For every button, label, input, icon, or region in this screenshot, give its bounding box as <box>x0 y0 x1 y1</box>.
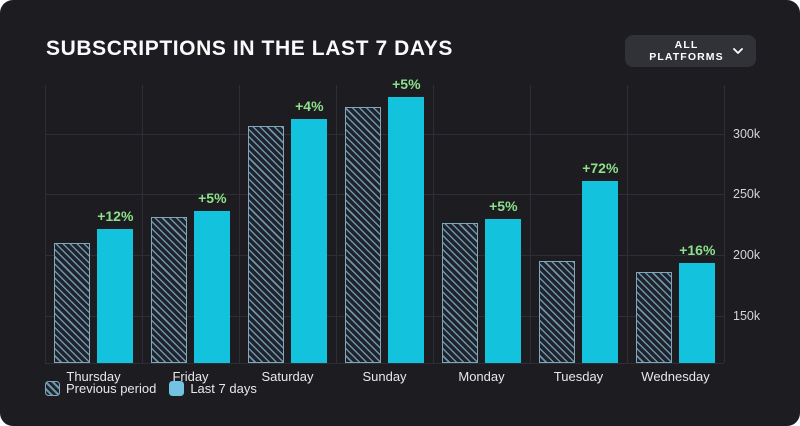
change-percent-label: +5% <box>198 190 227 207</box>
gridline-vertical <box>239 85 240 363</box>
legend-label-previous-period: Previous period <box>66 381 157 396</box>
x-axis-day-label: Friday <box>172 369 209 384</box>
platform-filter-dropdown[interactable]: ALL PLATFORMS <box>625 35 756 67</box>
gridline-vertical <box>142 85 143 363</box>
solid-square-icon <box>169 381 185 396</box>
change-percent-label: +72% <box>582 159 619 176</box>
y-axis-tick-label: 200k <box>733 247 761 262</box>
gridline-vertical <box>45 85 46 363</box>
change-percent-label: +12% <box>97 208 134 225</box>
bar-previous-period[interactable] <box>538 261 575 363</box>
gridline-horizontal <box>45 315 724 317</box>
x-axis-day-label: Thursday <box>66 369 121 384</box>
bar-previous-period[interactable] <box>247 126 284 363</box>
chevron-down-icon <box>733 48 743 54</box>
gridline-horizontal <box>45 254 724 256</box>
change-percent-label: +4% <box>295 98 324 114</box>
legend: Previous period Last 7 days <box>45 381 257 396</box>
change-percent-label: +16% <box>679 242 716 259</box>
legend-item-previous-period: Previous period <box>45 381 156 396</box>
gridline-vertical <box>433 85 434 363</box>
change-percent-label: +5% <box>392 76 421 93</box>
legend-item-last-7-days: Last 7 days <box>169 381 257 396</box>
bar-group: +12% Thursday <box>45 85 142 384</box>
bar-group: +72% Tuesday <box>530 85 627 384</box>
x-axis-day-label: Sunday <box>362 369 407 384</box>
bar-group: +5% Monday <box>433 85 530 384</box>
change-percent-label: +5% <box>489 197 518 214</box>
gridline-vertical <box>627 85 628 363</box>
platform-filter-label: ALL PLATFORMS <box>649 39 724 63</box>
y-axis-tick-label: 300k <box>733 126 761 141</box>
bar-last-7-days[interactable] <box>679 263 716 363</box>
hatched-square-icon <box>45 381 60 396</box>
bar-previous-period[interactable] <box>150 217 187 363</box>
legend-label-last-7-days: Last 7 days <box>190 381 257 396</box>
x-axis-day-label: Wednesday <box>641 369 710 384</box>
bar-group: +4% Saturday <box>239 85 336 384</box>
x-axis-day-label: Monday <box>458 369 505 384</box>
bar-previous-period[interactable] <box>344 106 381 363</box>
gridline-vertical <box>530 85 531 363</box>
bar-group: +5% Friday <box>142 85 239 384</box>
gridline-vertical <box>336 85 337 363</box>
y-axis-tick-label: 250k <box>733 187 761 202</box>
bar-group: +16% Wednesday <box>627 85 724 384</box>
bar-last-7-days[interactable] <box>388 97 425 363</box>
x-axis-day-label: Saturday <box>261 369 314 384</box>
bar-last-7-days[interactable] <box>97 229 134 363</box>
y-axis-tick-label: 150k <box>733 308 761 323</box>
page-title: SUBSCRIPTIONS IN THE LAST 7 DAYS <box>46 37 453 60</box>
bar-previous-period[interactable] <box>635 271 672 363</box>
gridline-horizontal <box>45 133 724 135</box>
gridline-vertical <box>724 85 725 363</box>
bar-last-7-days[interactable] <box>582 180 619 363</box>
gridline-horizontal <box>45 194 724 196</box>
bar-last-7-days[interactable] <box>194 211 231 363</box>
plot-area: 150k 200k 250k 300k +12% Thursday +5% Friday +4%… <box>45 77 760 384</box>
bar-last-7-days[interactable] <box>291 119 328 363</box>
bar-previous-period[interactable] <box>53 242 90 363</box>
x-axis-day-label: Tuesday <box>553 369 604 384</box>
bar-last-7-days[interactable] <box>485 218 522 363</box>
bar-group: +5% Sunday <box>336 77 433 384</box>
bar-previous-period[interactable] <box>441 223 478 363</box>
